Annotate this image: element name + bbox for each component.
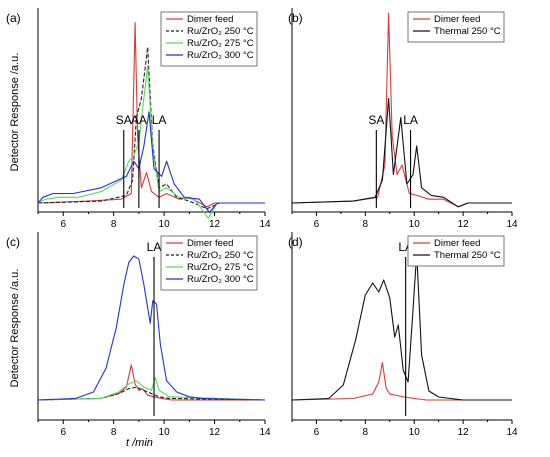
series-line-1 [37, 21, 265, 208]
x-tick-label: 8 [111, 219, 117, 230]
x-tick-label: 12 [209, 219, 221, 230]
y-axis-label-bottom: Detector Response /a.u. [9, 268, 21, 388]
panel-label: (d) [288, 235, 303, 249]
legend-label: Ru/ZrO₂ 250 °C [187, 250, 254, 261]
legend-label: Thermal 250 °C [434, 250, 501, 261]
marker-label-sa: SA [116, 113, 132, 127]
legend-box [407, 11, 505, 43]
x-tick-label: 14 [259, 219, 271, 230]
series-line-3 [37, 65, 265, 219]
legend-label: Ru/ZrO₂ 250 °C [187, 26, 254, 37]
y-axis-label-top: Detector Response /a.u. [9, 52, 21, 172]
marker-label-la: LA [147, 240, 162, 254]
panel-label: (c) [6, 235, 20, 249]
x-tick-label: 14 [259, 427, 271, 438]
x-tick-label: 14 [506, 427, 518, 438]
marker-label-la: LA [152, 113, 167, 127]
legend-label: Thermal 250 °C [434, 26, 501, 37]
legend-label: Ru/ZrO₂ 300 °C [187, 274, 254, 285]
series-line-2 [291, 252, 512, 401]
legend-box [160, 11, 258, 67]
x-tick-label: 6 [60, 427, 66, 438]
x-axis-label: t /min [126, 437, 153, 449]
x-tick-label: 8 [111, 427, 117, 438]
legend-label: Dimer feed [434, 238, 480, 249]
panel-label: (b) [288, 11, 303, 25]
legend-box [160, 235, 258, 291]
x-tick-label: 10 [409, 219, 421, 230]
x-tick-label: 6 [60, 219, 66, 230]
series-line-1 [291, 361, 512, 401]
series-line-2 [37, 386, 266, 401]
x-tick-label: 10 [159, 219, 171, 230]
panel-label: (a) [6, 11, 21, 25]
legend-label: Ru/ZrO₂ 275 °C [187, 262, 254, 273]
x-tick-label: 10 [409, 427, 421, 438]
x-tick-label: 14 [506, 219, 518, 230]
x-tick-label: 12 [209, 427, 221, 438]
series-line-4 [37, 255, 266, 401]
legend-label: Dimer feed [434, 14, 480, 25]
x-tick-label: 6 [314, 427, 320, 438]
marker-label-aa: AA [131, 113, 147, 127]
x-tick-label: 10 [159, 427, 171, 438]
legend-label: Dimer feed [187, 238, 233, 249]
x-tick-label: 6 [314, 219, 320, 230]
series-line-2 [291, 97, 512, 208]
x-tick-label: 8 [363, 219, 369, 230]
x-tick-label: 12 [458, 219, 470, 230]
legend-label: Dimer feed [187, 14, 233, 25]
x-tick-label: 12 [458, 427, 470, 438]
series-line-1 [37, 364, 265, 401]
marker-label-sa: SA [368, 113, 384, 127]
marker-label-la: LA [403, 113, 418, 127]
x-tick-label: 8 [363, 427, 369, 438]
legend-label: Ru/ZrO₂ 300 °C [187, 50, 254, 61]
series-line-4 [37, 111, 265, 214]
legend-label: Ru/ZrO₂ 275 °C [187, 38, 254, 49]
series-line-3 [37, 377, 266, 401]
legend-box [407, 235, 505, 267]
